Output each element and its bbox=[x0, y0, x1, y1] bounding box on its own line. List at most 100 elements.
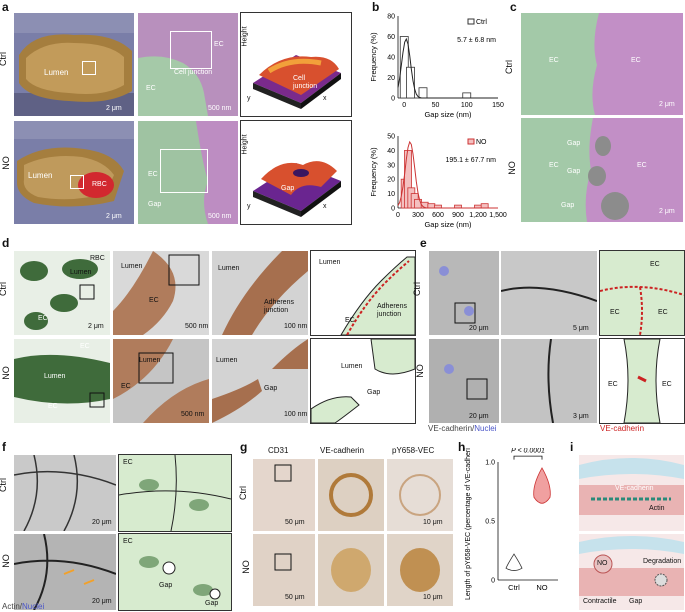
schematic-ctrl-e: EC EC EC bbox=[599, 250, 685, 336]
lumen-label: Lumen bbox=[216, 357, 238, 364]
lumen-label: Lumen bbox=[70, 269, 92, 276]
scale-bar-label: 100 nm bbox=[284, 411, 308, 418]
ec-label: EC bbox=[263, 165, 273, 172]
ec-label: EC bbox=[637, 162, 647, 169]
y-tick-label: 0 bbox=[491, 578, 495, 585]
panel-label-i: i bbox=[570, 440, 574, 454]
x-tick-label: 150 bbox=[492, 102, 504, 109]
row-label-no-g: NO bbox=[240, 560, 251, 574]
no-label: NO bbox=[597, 560, 608, 567]
scale-bar-label: 5 μm bbox=[573, 325, 589, 332]
histogram-bar bbox=[406, 66, 415, 99]
histogram-bar bbox=[418, 87, 428, 99]
scale-bar-label: 2 μm bbox=[106, 105, 122, 112]
sem-image-c-no: EC EC Gap Gap Gap 2 μm bbox=[520, 117, 684, 223]
actin-label: Actin bbox=[649, 505, 665, 512]
p-value-label: P < 0.0001 bbox=[511, 448, 545, 455]
rbc-label: RBC bbox=[90, 255, 105, 262]
gap-label: Gap bbox=[567, 140, 581, 147]
x-tick-label: 0 bbox=[396, 212, 400, 219]
ec-label: EC bbox=[631, 57, 641, 64]
gap-label: Gap bbox=[264, 385, 278, 392]
ihc-ve-ctrl bbox=[317, 458, 385, 532]
gap-label: Gap bbox=[148, 201, 162, 208]
zoom-box bbox=[82, 61, 96, 75]
panel-label-d: d bbox=[2, 236, 10, 250]
scale-bar-label: 500 nm bbox=[181, 411, 205, 418]
y-axis-label: Length of pY658-VEC (percentage of VE-ca… bbox=[465, 448, 472, 600]
afm-3d-no: Height EC EC Gap y x bbox=[240, 120, 352, 225]
lumen-label: Lumen bbox=[139, 357, 161, 364]
ec-label: EC bbox=[38, 315, 48, 322]
gap-label: Gap bbox=[567, 168, 581, 175]
panel-label-a: a bbox=[2, 0, 9, 14]
schematic-no-e: EC EC bbox=[599, 338, 685, 424]
ec-label: EC bbox=[149, 297, 159, 304]
scale-bar-label: 20 μm bbox=[92, 519, 112, 526]
scale-bar-label: 50 μm bbox=[285, 519, 305, 526]
actin-image-no: 20 μm bbox=[13, 533, 117, 611]
row-label-ctrl-d: Ctrl bbox=[0, 282, 8, 296]
gap-label: Gap bbox=[159, 582, 173, 589]
tem-zoom1-ctrl: Lumen EC 500 nm bbox=[112, 250, 210, 336]
ec-label: EC bbox=[48, 403, 58, 410]
sem-image-c-ctrl: EC EC 2 μm bbox=[520, 12, 684, 116]
rbc-label: RBC bbox=[92, 181, 107, 188]
tem-image-no: Lumen EC EC bbox=[13, 338, 111, 424]
histogram-bar bbox=[480, 203, 489, 209]
x-tick-label: 1,500 bbox=[489, 212, 507, 219]
sem-image-ctrl: Lumen 2 μm bbox=[13, 12, 135, 117]
legend-swatch bbox=[467, 18, 475, 25]
x-tick-label: 0 bbox=[402, 102, 406, 109]
significance-bracket bbox=[513, 455, 543, 460]
if-image-no-e: 20 μm bbox=[428, 338, 500, 424]
zoom-box bbox=[170, 31, 212, 69]
y-tick-label: 0 bbox=[391, 206, 395, 213]
ec-label: EC bbox=[123, 538, 133, 545]
ihc-py658-no: 10 μm bbox=[386, 533, 454, 607]
schematic-ctrl-d: Lumen EC Adherens junction bbox=[310, 250, 416, 336]
row-label-no-a: NO bbox=[0, 156, 11, 170]
scale-bar-label: 20 μm bbox=[469, 325, 489, 332]
scale-bar-label: 20 μm bbox=[92, 598, 112, 605]
ve-cadherin-label: VE-cadherin bbox=[615, 485, 654, 492]
y-tick-label: 40 bbox=[387, 148, 395, 155]
tem-image-ctrl: Lumen RBC EC 2 μm bbox=[13, 250, 111, 336]
actin-image-ctrl: 20 μm bbox=[13, 454, 117, 532]
zoom-box bbox=[70, 175, 84, 189]
legend-swatch bbox=[467, 138, 475, 145]
contractile-label: Contractile bbox=[583, 598, 617, 605]
x-tick-label: 50 bbox=[432, 102, 440, 109]
row-label-ctrl-a: Ctrl bbox=[0, 52, 8, 66]
scale-bar-label: 100 nm bbox=[284, 323, 308, 330]
panel-label-e: e bbox=[420, 236, 427, 250]
cell-junction-label: Cell junction bbox=[293, 75, 318, 90]
ihc-cd31-no: 50 μm bbox=[252, 533, 316, 607]
y-axis-label: Frequency (%) bbox=[370, 32, 378, 82]
axis-height: Height bbox=[241, 26, 249, 47]
scale-bar-label: 20 μm bbox=[469, 413, 489, 420]
lumen-label: Lumen bbox=[319, 259, 341, 266]
panel-label-b: b bbox=[372, 0, 380, 14]
ec-label: EC bbox=[650, 261, 660, 268]
row-label-no-c: NO bbox=[506, 161, 517, 175]
lumen-label: Lumen bbox=[121, 263, 143, 270]
violin-ctrl bbox=[505, 553, 523, 571]
row-label-ctrl-c: Ctrl bbox=[504, 60, 514, 74]
fit-curve bbox=[397, 140, 498, 209]
scale-bar-label: 500 nm bbox=[185, 323, 209, 330]
axis-x: x bbox=[323, 95, 327, 102]
legend-actin: Actin bbox=[2, 602, 20, 611]
y-tick-label: 40 bbox=[387, 55, 395, 62]
ec-label: EC bbox=[123, 459, 133, 466]
y-tick-label: 30 bbox=[387, 162, 395, 169]
histogram-bar bbox=[427, 203, 436, 209]
ec-label: EC bbox=[549, 57, 559, 64]
col-label-cd31: CD31 bbox=[268, 446, 289, 455]
fit-curve bbox=[397, 37, 498, 99]
panel-label-h: h bbox=[458, 440, 466, 454]
ec-label: EC bbox=[265, 58, 275, 65]
schematic-no-d: Lumen Gap bbox=[310, 338, 416, 424]
ec-label: EC bbox=[214, 41, 224, 48]
y-tick-label: 10 bbox=[387, 191, 395, 198]
